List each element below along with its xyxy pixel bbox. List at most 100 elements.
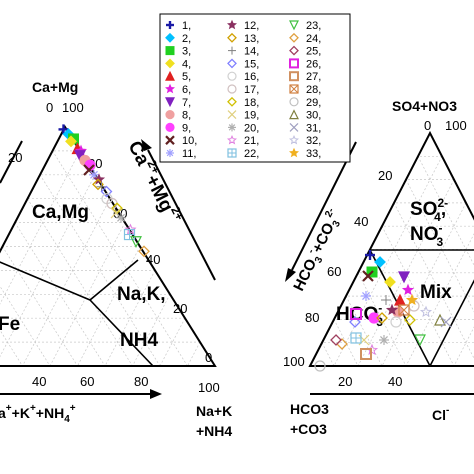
legend-marker-1 <box>166 21 174 29</box>
legend-label-19: 19, <box>244 110 259 122</box>
anion-left-tick-40: 40 <box>354 214 368 229</box>
legend-label-11: 11, <box>182 148 196 160</box>
anion-left-edge-arrow <box>291 141 357 271</box>
anion-left-edge-arrowhead <box>285 268 296 282</box>
legend-marker-11 <box>166 149 174 157</box>
legend-marker-14 <box>228 46 236 55</box>
anion-triangle: SO2-4, NO-3 Mix HCO-3 <box>308 130 474 367</box>
anion-point-18 <box>404 314 416 326</box>
legend-marker-8 <box>165 109 175 120</box>
cation-triangle-outline <box>0 124 217 367</box>
cation-region-ca-mg: Ca,Mg <box>32 202 89 223</box>
legend-label-18: 18, <box>244 97 259 109</box>
cation-point-24 <box>138 245 150 258</box>
legend-marker-15 <box>227 58 237 69</box>
anion-bottom-edge-label: Cl- <box>432 405 449 423</box>
legend-label-29: 29, <box>306 97 321 109</box>
legend-label-14: 14, <box>244 46 259 58</box>
anion-gridline <box>429 279 474 367</box>
legend-label-23: 23, <box>306 20 321 32</box>
anion-left-ticks: 100 80 60 40 20 <box>283 168 392 369</box>
cation-divider-2 <box>89 299 154 367</box>
legend-marker-31-d2 <box>289 122 299 132</box>
anion-point-31-d2 <box>440 316 452 328</box>
cation-point-20 <box>116 212 126 223</box>
legend-label-28: 28, <box>306 84 321 96</box>
legend-label-32: 32, <box>306 135 321 147</box>
cation-point-1 <box>58 124 69 135</box>
anion-point-4 <box>384 276 396 288</box>
legend-label-20: 20, <box>244 122 259 134</box>
cation-gridline <box>27 198 133 367</box>
anion-point-30 <box>434 313 446 326</box>
anion-point-28-d2 <box>398 304 410 316</box>
legend-marker-5 <box>165 70 175 81</box>
cation-point-19-d2 <box>110 207 122 219</box>
legend-marker-20 <box>228 123 236 132</box>
legend-label-16: 16, <box>244 71 259 83</box>
anion-gridline <box>417 156 474 266</box>
legend-label-12: 12, <box>244 20 259 32</box>
cation-apex-right-label-1: Na+K <box>196 403 232 419</box>
legend-label-9: 9, <box>182 122 191 134</box>
anion-grid <box>321 155 474 367</box>
legend-marker-6 <box>165 83 175 94</box>
anion-left-tick-100: 100 <box>283 354 305 369</box>
legend-marker-16 <box>227 71 237 81</box>
legend-marker-4 <box>165 58 175 69</box>
anion-left-tick-60: 60 <box>327 264 341 279</box>
legend-label-27: 27, <box>306 71 321 83</box>
anion-point-12 <box>385 303 399 316</box>
legend-label-8: 8, <box>182 110 191 122</box>
cation-gridline <box>187 341 201 367</box>
anion-region-mix: Mix <box>420 282 452 303</box>
cation-point-22 <box>123 228 136 241</box>
anion-point-15 <box>349 316 361 328</box>
anion-point-20 <box>379 335 389 345</box>
anion-left-tick-80: 80 <box>305 310 319 325</box>
anion-point-1 <box>365 250 375 260</box>
legend-label-30: 30, <box>306 110 321 122</box>
cation-triangle: Ca,Mg Na,K, NH4 Fe <box>0 124 217 367</box>
anion-point-10-d2 <box>362 270 374 282</box>
cation-right-tick-40: 40 <box>146 252 160 267</box>
cation-gridline <box>132 294 171 367</box>
legend-marker-7 <box>165 97 175 108</box>
cation-point-15 <box>100 185 113 198</box>
cation-point-21 <box>124 223 137 235</box>
legend-marker-13 <box>227 32 237 43</box>
anion-point-11 <box>361 291 371 301</box>
cation-right-edge-arrowhead <box>141 139 152 151</box>
anion-point-22 <box>350 332 362 344</box>
anion-apex-top-label: SO4+NO3 <box>392 98 457 114</box>
legend-label-33: 33, <box>306 148 321 160</box>
cation-right-tick-20: 20 <box>173 301 187 316</box>
legend-marker-19 <box>227 110 237 120</box>
anion-point-14 <box>381 295 391 305</box>
anion-left-tick-20: 20 <box>378 168 392 183</box>
cation-bottom-tick-40: 40 <box>32 374 46 389</box>
legend: 1,2,3,4,5,6,7,8,9,10,11,12,13,14,15,16,1… <box>159 13 351 163</box>
anion-apex-top-tick-100: 100 <box>445 118 467 133</box>
legend-marker-20-ray <box>228 124 236 131</box>
cation-left-edge-arrow <box>0 140 23 184</box>
cation-gridline <box>159 318 186 367</box>
anion-apex-left-label-1: HCO3 <box>290 401 329 417</box>
legend-marker-29 <box>289 97 299 107</box>
legend-marker-26 <box>289 58 299 69</box>
legend-marker-19-d2 <box>227 110 237 120</box>
anion-point-11-ray <box>362 292 370 300</box>
legend-marker-23 <box>289 20 299 31</box>
cation-gridline <box>77 246 141 367</box>
anion-point-28-box <box>398 304 410 316</box>
legend-label-1: 1, <box>182 20 191 32</box>
anion-point-26 <box>350 308 362 320</box>
legend-marker-11-ray <box>166 149 174 157</box>
cation-grid <box>0 150 201 367</box>
anion-point-33 <box>405 293 419 306</box>
cation-divider-1 <box>0 261 91 301</box>
anion-point-10 <box>362 270 374 282</box>
legend-marker-32 <box>289 134 299 145</box>
legend-label-21: 21, <box>244 135 259 147</box>
anion-point-29 <box>314 360 326 372</box>
